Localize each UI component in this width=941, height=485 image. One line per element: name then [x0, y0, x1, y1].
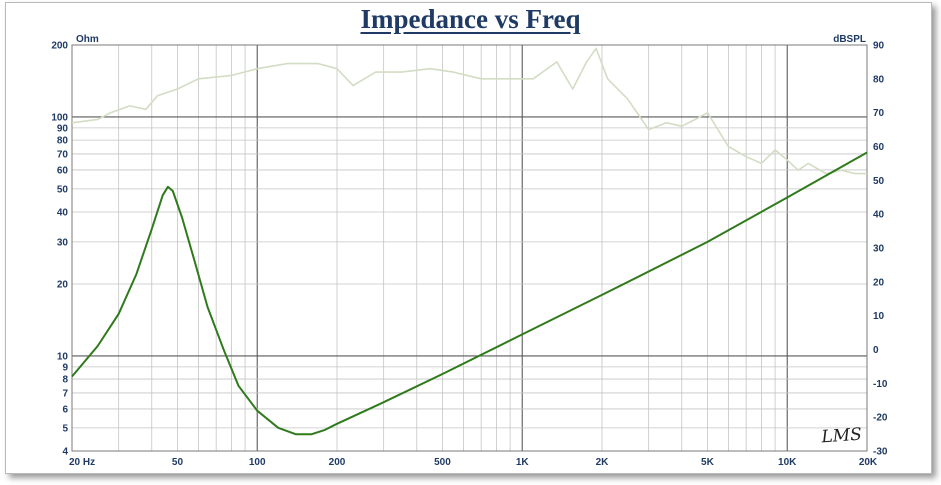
left-tick-label: 90	[57, 123, 69, 134]
left-tick-label: 8	[62, 375, 68, 386]
series-layer	[71, 47, 868, 436]
impedance-series-line	[71, 151, 868, 436]
x-tick-label: 1K	[516, 457, 530, 468]
right-axis-ticks: 90 80 70 60 50 40 30 20 10 0 -10 -20 -30	[873, 41, 888, 458]
grid	[72, 45, 867, 451]
left-tick-label: 5	[62, 423, 68, 434]
x-axis-ticks: 20 Hz 50 100 200 500 1K 2K 5K 10K 20K	[69, 457, 878, 468]
right-tick-label: 70	[873, 108, 885, 119]
left-tick-label: 60	[57, 165, 69, 176]
left-tick-label: 50	[57, 184, 69, 195]
x-tick-label: 100	[249, 457, 266, 468]
left-tick-label: 40	[57, 208, 69, 219]
left-tick-label: 70	[57, 149, 69, 160]
right-tick-label: -20	[873, 413, 888, 424]
x-tick-label: 5K	[701, 457, 715, 468]
left-tick-label: 6	[62, 404, 68, 415]
left-tick-label: 10	[57, 351, 69, 362]
right-tick-label: 20	[873, 277, 885, 288]
right-tick-label: 80	[873, 74, 885, 85]
left-tick-label: 7	[62, 388, 68, 399]
lms-watermark: LMS	[820, 425, 863, 448]
x-tick-label: 20K	[859, 457, 878, 468]
right-tick-label: 30	[873, 244, 885, 255]
x-tick-label: 500	[434, 457, 451, 468]
left-axis-unit: Ohm	[76, 34, 99, 45]
right-tick-label: -30	[873, 447, 888, 458]
left-tick-label: 9	[62, 362, 68, 373]
plot-border	[71, 44, 868, 452]
plot-area	[72, 45, 867, 451]
x-tick-label: 20 Hz	[69, 457, 95, 468]
x-tick-label: 10K	[778, 457, 797, 468]
left-tick-label: 4	[62, 447, 68, 458]
chart-title: Impedance vs Freq	[360, 4, 581, 34]
x-tick-label: 50	[172, 457, 184, 468]
right-tick-label: 10	[873, 311, 885, 322]
x-tick-label: 2K	[596, 457, 610, 468]
x-tick-label: 200	[329, 457, 346, 468]
right-axis-unit: dBSPL	[833, 34, 866, 45]
left-tick-label: 200	[51, 41, 68, 52]
left-tick-label: 20	[57, 279, 69, 290]
right-tick-label: 60	[873, 142, 885, 153]
right-tick-label: 90	[873, 41, 885, 52]
left-tick-label: 100	[51, 112, 68, 123]
spl-series-line	[71, 47, 867, 175]
right-tick-label: -10	[873, 379, 888, 390]
left-tick-label: 30	[57, 237, 69, 248]
right-tick-label: 50	[873, 176, 885, 187]
right-tick-label: 0	[873, 345, 879, 356]
right-tick-label: 40	[873, 210, 885, 221]
left-tick-label: 80	[57, 136, 69, 147]
